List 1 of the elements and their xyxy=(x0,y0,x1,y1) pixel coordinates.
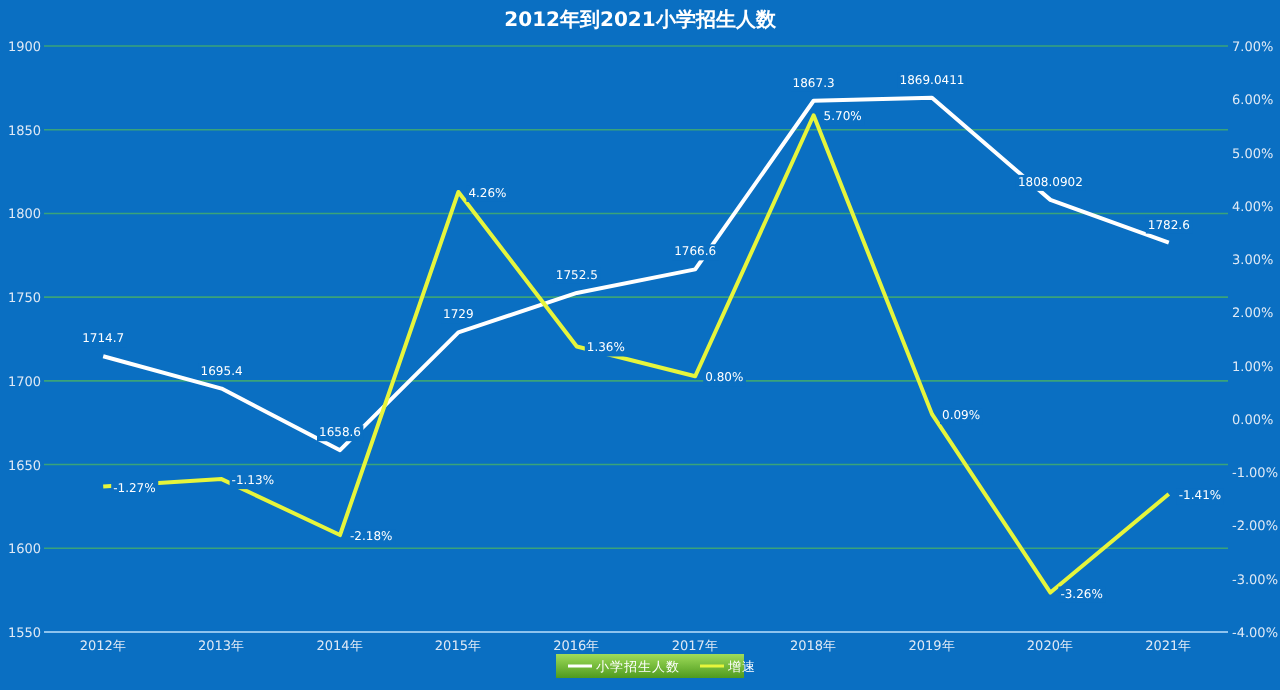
chart-title: 2012年到2021小学招生人数 xyxy=(504,8,778,32)
